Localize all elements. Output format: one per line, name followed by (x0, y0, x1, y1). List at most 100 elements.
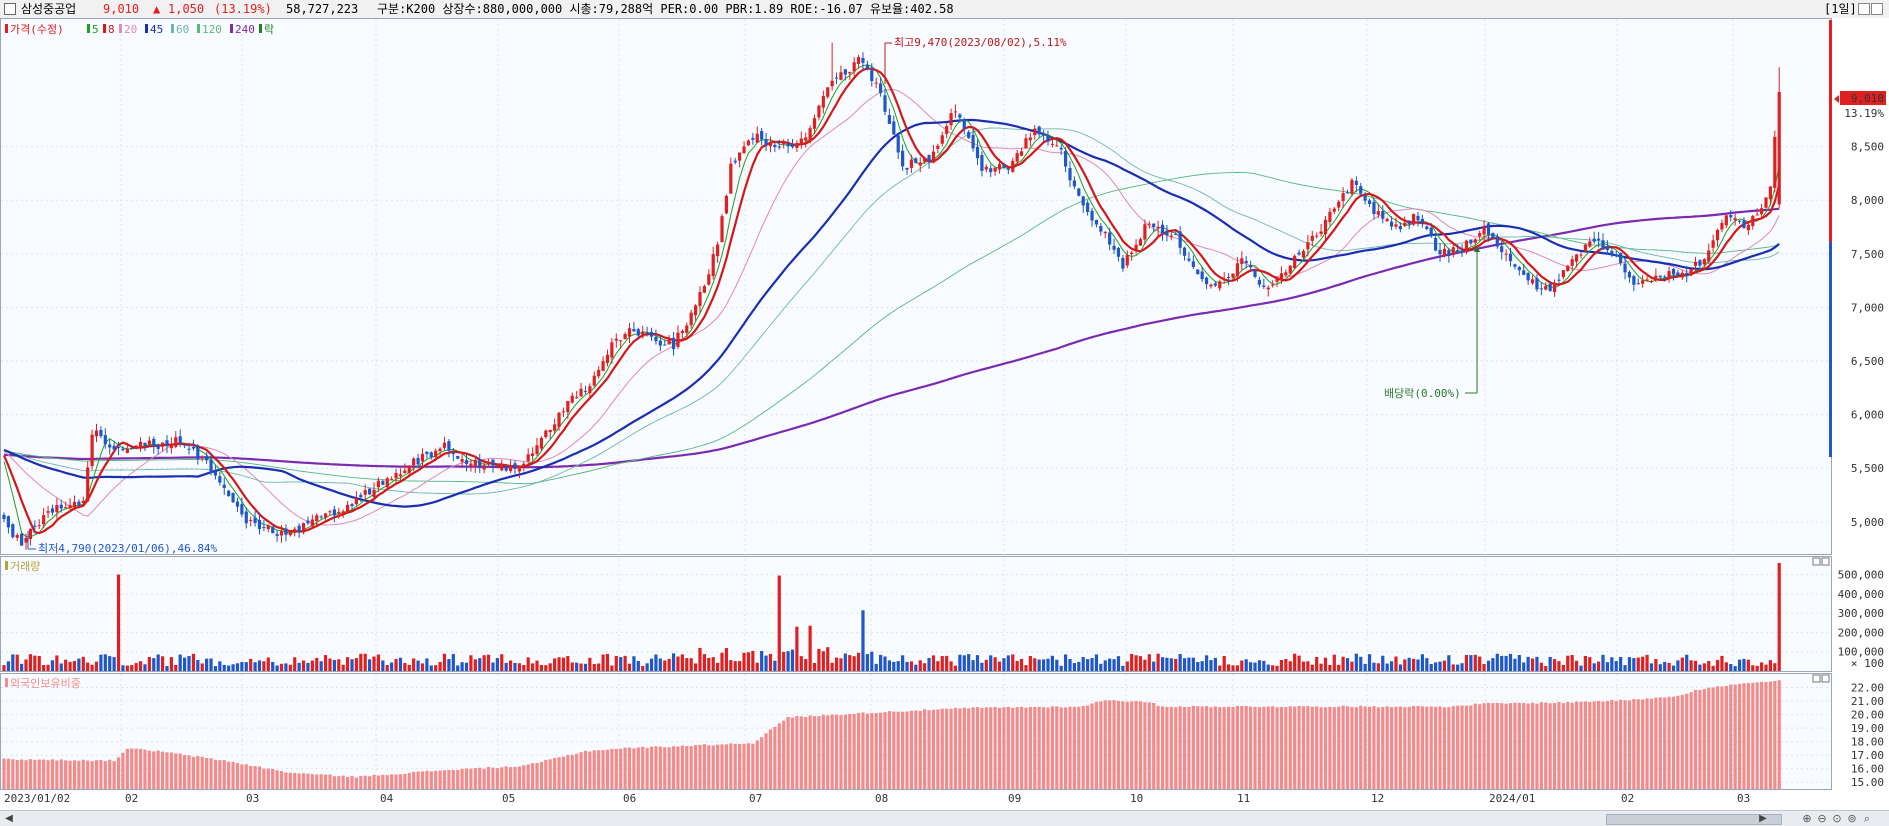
volume-bar (865, 654, 869, 671)
candle-body (1597, 238, 1601, 241)
window-close-icon[interactable] (1871, 3, 1883, 15)
foreign-pane-close-icon[interactable] (1821, 674, 1830, 683)
foreign-pane-min-icon[interactable] (1812, 674, 1821, 683)
zoom-full-icon[interactable]: ⊚ (1847, 812, 1857, 825)
chart-checkbox-icon[interactable] (4, 3, 16, 15)
scrollbar-thumb[interactable] (1606, 814, 1782, 825)
candle-body (240, 504, 244, 515)
foreign-bar (945, 708, 949, 789)
foreign-bar (1019, 706, 1024, 789)
volume-bar (20, 663, 24, 671)
foreign-bar (1094, 701, 1099, 789)
volume-bar (940, 656, 944, 671)
volume-bar (548, 663, 552, 671)
foreign-bar (1715, 686, 1720, 789)
volume-pane-min-icon[interactable] (1812, 557, 1821, 566)
volume-bar (59, 663, 63, 671)
foreign-bar (799, 716, 803, 789)
candle-body (508, 465, 513, 472)
foreign-bar (936, 709, 940, 789)
foreign-bar (125, 748, 129, 789)
volume-bar (1605, 662, 1610, 671)
volume-pane-close-icon[interactable] (1821, 557, 1830, 566)
period-selector[interactable]: [1일] (1824, 2, 1857, 16)
zoom-out-icon[interactable]: ⊖ (1817, 812, 1827, 825)
volume-tick-label: 200,000 (1838, 626, 1884, 639)
foreign-bar (614, 748, 618, 789)
foreign-bar (870, 712, 874, 789)
candle-body (1037, 126, 1041, 135)
foreign-bar (1478, 704, 1482, 789)
volume-bar (1522, 662, 1526, 671)
scroll-right-icon[interactable]: ▶ (1759, 813, 1767, 824)
volume-bar (1068, 659, 1072, 671)
volume-bar (337, 659, 341, 671)
candle-body (742, 146, 746, 154)
candle-body (738, 152, 742, 161)
volume-bar (804, 659, 808, 671)
foreign-bar (1218, 707, 1222, 789)
foreign-bar (1583, 701, 1587, 789)
volume-bar (993, 657, 997, 671)
candle-body (953, 111, 958, 113)
volume-bar (671, 653, 676, 671)
volume-bar (1064, 654, 1068, 671)
candle-body (1257, 279, 1262, 285)
foreign-bar (997, 707, 1002, 789)
foreign-bar (77, 760, 81, 789)
period-button-icon[interactable] (1858, 3, 1870, 15)
candle-body (1649, 280, 1654, 283)
candle-body (1204, 277, 1209, 285)
candle-body (993, 167, 997, 172)
candle-body (1165, 230, 1169, 236)
candle-body (1187, 258, 1191, 261)
candle-body (865, 65, 869, 70)
foreign-bar (482, 768, 486, 789)
volume-bar (874, 663, 878, 671)
volume-bar (1478, 656, 1482, 671)
volume-bar (1174, 658, 1178, 671)
candle-body (1209, 284, 1213, 287)
search-icon[interactable]: ⌕ (1863, 812, 1871, 825)
candle-body (1478, 233, 1482, 237)
legend-ma240-marker (230, 24, 233, 33)
volume-bar (729, 660, 733, 671)
foreign-bar (702, 744, 706, 789)
volume-bar (1544, 666, 1548, 671)
volume-bar (160, 656, 165, 671)
foreign-bar (191, 756, 196, 789)
candle-body (438, 448, 442, 452)
volume-bar (1196, 662, 1200, 671)
dividend-arrow-icon (1474, 245, 1480, 252)
foreign-bar (1249, 706, 1253, 789)
legend-ma60: 60 (176, 23, 189, 36)
foreign-bar (751, 743, 755, 789)
foreign-bar (279, 771, 284, 789)
candle-body (1108, 232, 1112, 245)
zoom-in-icon[interactable]: ⊕ (1802, 812, 1812, 825)
zoom-reset-icon[interactable]: ⊙ (1832, 812, 1842, 825)
volume-bar (614, 655, 618, 671)
volume-bar (861, 610, 865, 671)
candle-body (1213, 283, 1217, 286)
scroll-left-icon[interactable]: ◀ (5, 813, 13, 824)
foreign-bar (205, 757, 209, 789)
candle-body (1460, 250, 1464, 252)
candle-body (826, 87, 830, 97)
candle-body (605, 354, 610, 363)
candle-body (407, 465, 411, 473)
foreign-bar (905, 711, 909, 789)
candle-body (196, 445, 200, 460)
foreign-bar (1707, 687, 1711, 789)
volume-bar (896, 661, 900, 671)
candle-body (1641, 280, 1645, 284)
volume-bar (975, 655, 980, 671)
candle-body (1249, 265, 1253, 268)
volume-bar (1636, 657, 1640, 671)
candle-body (1425, 226, 1429, 230)
volume-bar (1297, 655, 1301, 671)
foreign-bar (1271, 706, 1275, 789)
horizontal-scrollbar[interactable]: ◀ ▶ ⊕ ⊖ ⊙ ⊚ ⌕ (0, 810, 1889, 826)
candle-body (1143, 224, 1147, 240)
candle-body (1676, 272, 1680, 276)
